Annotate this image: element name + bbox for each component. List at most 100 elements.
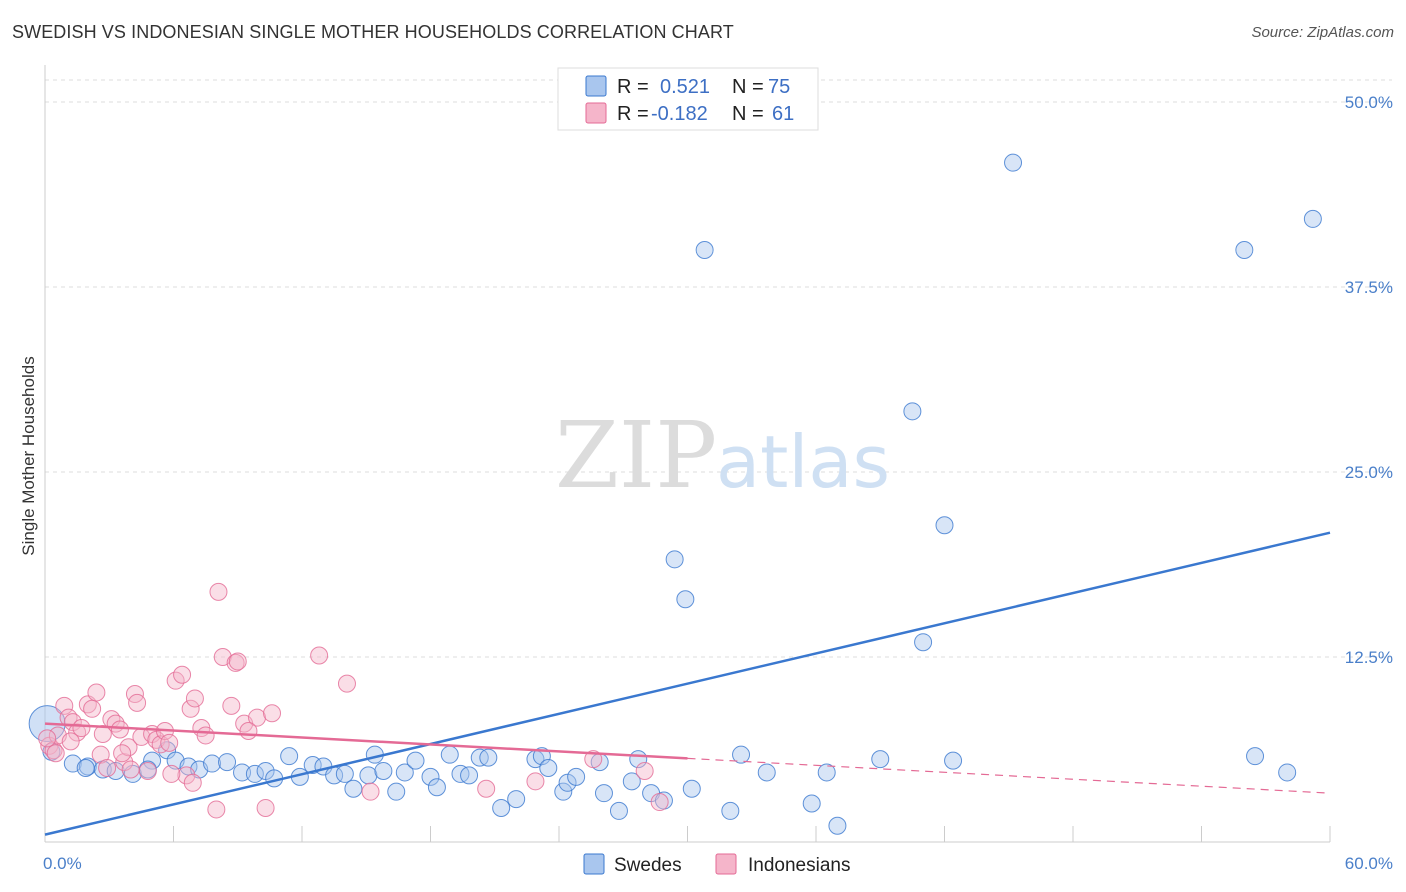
trend-line-swedes (44, 531, 1331, 836)
point-indonesians (310, 646, 329, 665)
point-indonesians (635, 761, 654, 780)
point-swedes (479, 748, 498, 767)
point-swedes (1004, 153, 1023, 172)
point-swedes (387, 782, 406, 801)
point-indonesians (337, 674, 356, 693)
y-tick-label: 12.5% (1345, 648, 1393, 667)
point-indonesians (177, 766, 196, 785)
series-legend: Swedes Indonesians (583, 853, 850, 876)
point-swedes (460, 766, 479, 785)
point-indonesians (121, 760, 140, 779)
point-swedes (567, 767, 586, 786)
point-swedes (427, 778, 446, 797)
point-indonesians (55, 696, 74, 715)
point-swedes (802, 794, 821, 813)
point-swedes (676, 590, 695, 609)
point-swedes (421, 767, 440, 786)
point-indonesians (173, 665, 192, 684)
point-swedes (935, 516, 954, 535)
point-indonesians (44, 741, 63, 760)
point-swedes (622, 772, 641, 791)
point-swedes (203, 754, 222, 773)
x-tick-label-max: 60.0% (1345, 854, 1393, 873)
legend-swatch-swedes (585, 75, 607, 97)
point-indonesians (160, 733, 179, 752)
point-indonesians (115, 753, 134, 772)
point-indonesians (183, 773, 202, 792)
point-swedes (695, 241, 714, 259)
point-indonesians (228, 652, 247, 671)
point-indonesians (256, 798, 275, 817)
point-indonesians (98, 759, 117, 777)
point-swedes (914, 633, 933, 652)
point-swedes (344, 779, 363, 798)
trend-line-indonesians (44, 722, 688, 760)
point-swedes (609, 801, 628, 820)
point-indonesians (196, 726, 215, 745)
point-indonesians (477, 779, 496, 798)
point-swedes (757, 763, 776, 782)
point-indonesians (38, 729, 57, 748)
point-indonesians (207, 800, 226, 819)
point-swedes (871, 750, 890, 769)
point-indonesians (248, 708, 267, 727)
chart-title: SWEDISH VS INDONESIAN SINGLE MOTHER HOUS… (12, 22, 734, 42)
point-indonesians (361, 782, 380, 801)
point-indonesians (87, 683, 106, 702)
point-swedes (359, 766, 378, 785)
point-swedes (245, 764, 264, 783)
legend-r-label-indonesians: R = (617, 103, 649, 125)
point-swedes (395, 763, 414, 782)
point-indonesians (83, 699, 102, 718)
point-indonesians (113, 744, 132, 763)
series-legend-swatch-indonesians (715, 853, 737, 875)
point-swedes (1235, 241, 1254, 259)
watermark-zip: ZIP (555, 402, 717, 509)
grid-lines (45, 79, 1392, 658)
point-swedes (732, 745, 751, 764)
legend-n-label-indonesians: N = (732, 103, 764, 125)
point-swedes (335, 764, 354, 783)
point-swedes (828, 816, 847, 835)
y-axis-label: Single Mother Households (19, 356, 38, 555)
point-swedes (374, 761, 393, 780)
point-swedes (721, 801, 740, 820)
point-swedes (594, 784, 613, 803)
point-swedes (233, 763, 252, 782)
point-indonesians (263, 704, 282, 723)
point-indonesians (181, 699, 200, 718)
point-indonesians (209, 582, 228, 601)
legend-r-label-swedes: R = (617, 76, 649, 98)
point-indonesians (93, 724, 112, 743)
point-indonesians (584, 750, 603, 769)
data-points (28, 153, 1322, 835)
legend-swatch-indonesians (585, 102, 607, 124)
trend-lines (44, 531, 1331, 836)
point-swedes (1303, 209, 1322, 228)
point-indonesians (128, 693, 147, 712)
y-tick-label: 25.0% (1345, 463, 1393, 482)
point-indonesians (61, 732, 80, 751)
point-indonesians (72, 719, 91, 738)
point-swedes (817, 763, 836, 782)
point-indonesians (650, 793, 669, 812)
source-credit: Source: ZipAtlas.com (1251, 24, 1394, 41)
point-indonesians (138, 761, 157, 780)
point-swedes (554, 782, 573, 801)
point-swedes (280, 747, 299, 766)
watermark-atlas: atlas (716, 420, 890, 504)
point-indonesians (526, 772, 545, 791)
point-swedes (682, 779, 701, 798)
series-legend-swatch-swedes (583, 853, 605, 875)
point-swedes (903, 402, 922, 421)
point-swedes (143, 751, 162, 770)
point-swedes (944, 751, 963, 770)
trend-line-extension-indonesians (687, 757, 1331, 794)
point-indonesians (162, 764, 181, 783)
point-indonesians (125, 685, 144, 703)
correlation-legend: R = 0.521 N = 75 R = -0.182 N = 61 (557, 67, 819, 131)
legend-r-value-indonesians: -0.182 (651, 103, 708, 125)
legend-r-value-swedes: 0.521 (660, 76, 710, 98)
y-tick-label: 37.5% (1345, 278, 1393, 297)
point-swedes (665, 550, 684, 569)
